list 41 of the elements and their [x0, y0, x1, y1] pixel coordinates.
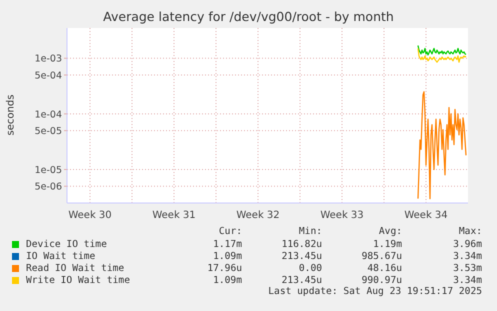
- text: 213.45u: [280, 250, 322, 262]
- legend-label: Device IO time: [26, 238, 107, 250]
- legend-label: Read IO Wait time: [26, 262, 124, 274]
- text: 17.96u: [206, 262, 242, 274]
- text: 3.96m: [452, 238, 482, 250]
- text: 985.67u: [360, 250, 402, 262]
- y-tick-label: 1e-03: [34, 54, 62, 65]
- y-tick-label: 5e-06: [34, 182, 62, 193]
- text: 990.97u: [360, 274, 402, 286]
- x-tick-label: Week 34: [404, 210, 448, 222]
- text: 48.16u: [366, 262, 402, 274]
- y-tick-label: 1e-04: [34, 109, 62, 120]
- y-tick-label: 5e-05: [34, 126, 62, 138]
- line-series: [417, 44, 467, 56]
- text: Min:: [298, 226, 322, 238]
- text: 213.45u: [280, 274, 322, 286]
- y-axis-title: seconds: [6, 94, 16, 136]
- text: 3.53m: [452, 262, 482, 274]
- y-tick-label: 1e-05: [34, 164, 62, 176]
- legend-label: IO Wait time: [26, 250, 96, 262]
- text: 3.34m: [452, 250, 482, 262]
- text: 1.19m: [372, 238, 402, 250]
- x-tick-label: Week 30: [68, 210, 112, 222]
- x-tick-label: Week 33: [320, 210, 364, 222]
- chart-title: Average latency for /dev/vg00/root - by month: [102, 9, 395, 24]
- text: 1.09m: [212, 250, 242, 262]
- text: 1.17m: [212, 238, 242, 250]
- y-tick-label: 5e-04: [34, 70, 62, 82]
- text: 1.09m: [212, 274, 242, 286]
- text: 3.34m: [452, 274, 482, 286]
- x-tick-label: Week 31: [152, 210, 196, 222]
- text: Cur:: [218, 226, 242, 238]
- legend-label: Write IO Wait time: [26, 274, 130, 286]
- text: Avg:: [378, 226, 402, 238]
- text: Max:: [458, 226, 482, 238]
- line-series: [417, 48, 467, 63]
- x-tick-label: Week 32: [236, 210, 280, 222]
- line-series: [417, 91, 467, 200]
- text: 0.00: [298, 262, 322, 274]
- text: Last update: Sat Aug 23 19:51:17 2025: [267, 286, 482, 298]
- text: 116.82u: [280, 238, 322, 250]
